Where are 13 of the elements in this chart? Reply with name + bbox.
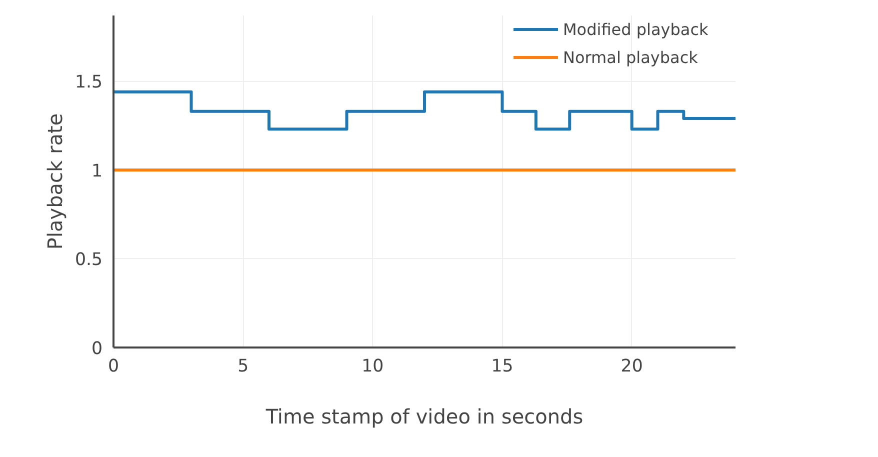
y-tick-label: 1	[91, 161, 103, 182]
y-tick-label: 0	[91, 339, 103, 359]
x-tick-label: 20	[620, 356, 643, 376]
x-tick-label: 10	[362, 356, 384, 376]
y-axis-title: Playback rate	[42, 113, 67, 250]
x-tick-label: 0	[108, 356, 120, 376]
legend-label: Normal playback	[563, 48, 698, 66]
x-tick-label: 15	[491, 356, 514, 376]
x-tick-label: 5	[238, 356, 249, 376]
y-tick-label: 1.5	[74, 72, 103, 93]
legend-label: Modified playback	[563, 20, 708, 38]
x-axis-title: Time stamp of video in seconds	[264, 404, 584, 428]
y-tick-label: 0.5	[74, 250, 103, 270]
